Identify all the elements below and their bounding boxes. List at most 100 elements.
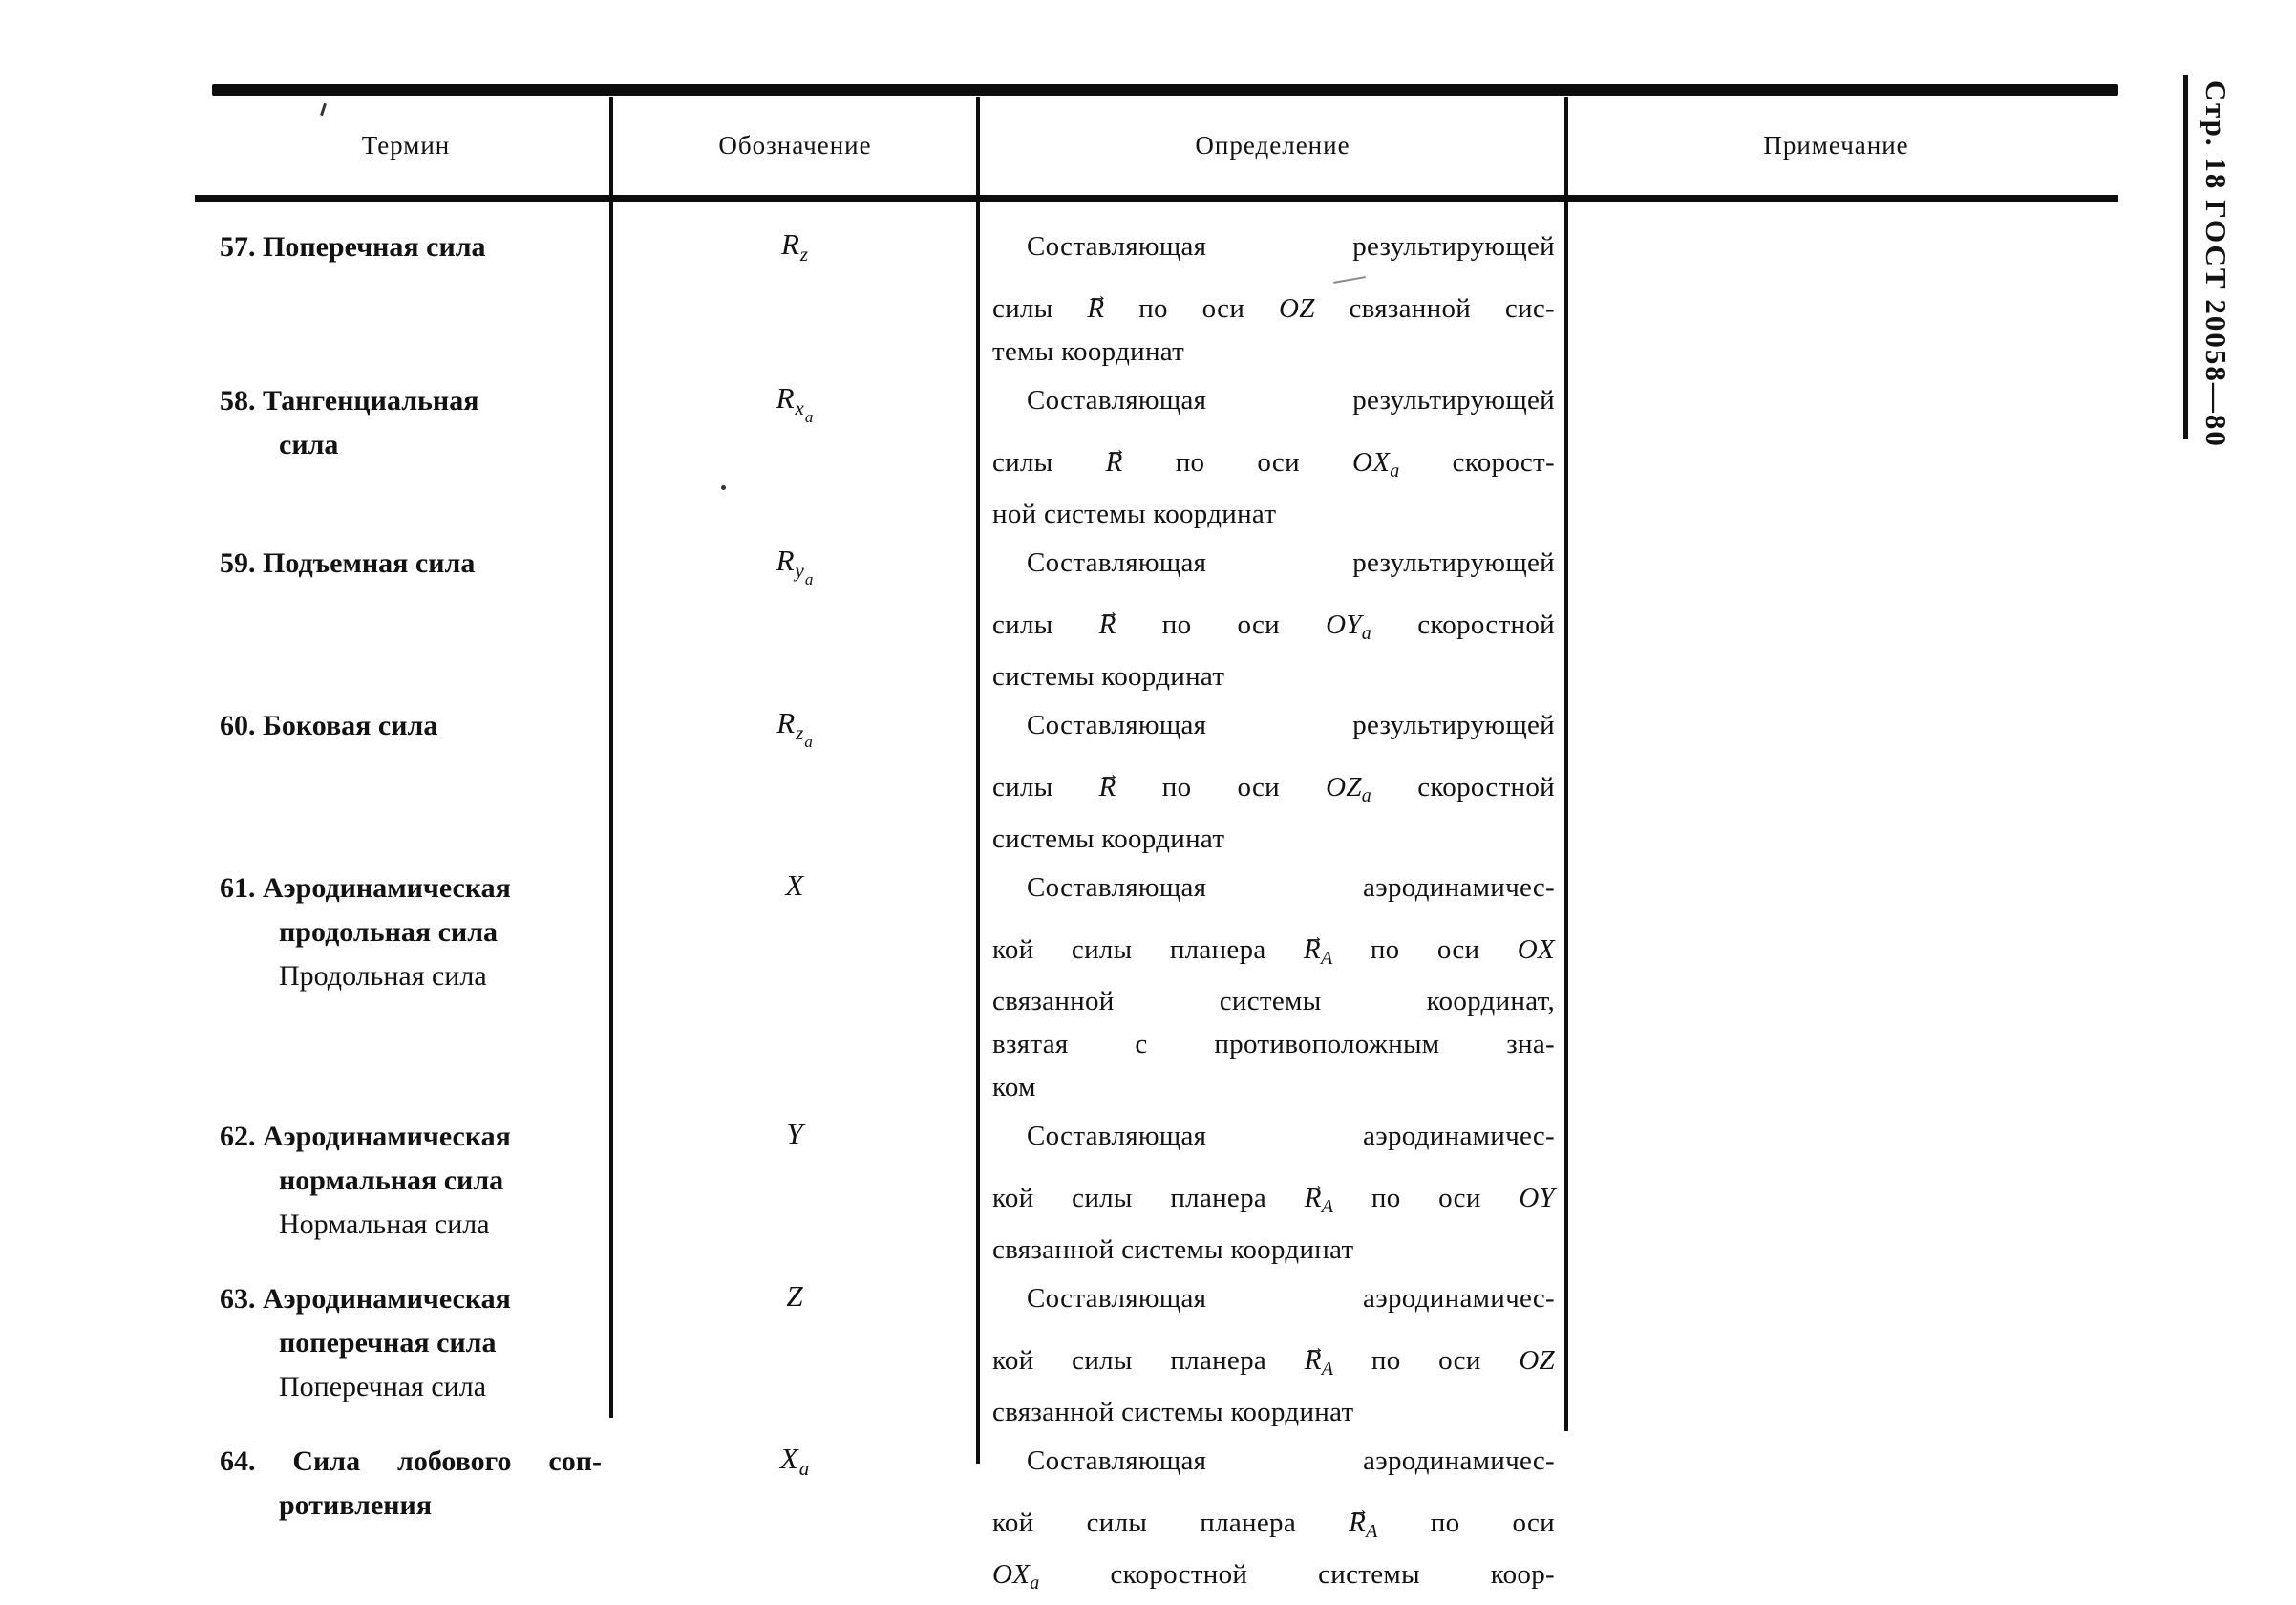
note-cell: [1566, 1272, 2106, 1434]
symbol: X: [785, 868, 805, 902]
term-cell: 59. Подъемная сила: [201, 536, 611, 698]
table-row: 63. Аэродинамическая поперечная сила Попер…: [201, 1272, 2106, 1434]
term-cell: 58. Тангенциальная сила: [201, 374, 611, 536]
term-cell: 57. Поперечная сила: [201, 220, 611, 374]
table-row: 61. Аэродинамическая продольная сила Продо…: [201, 861, 2106, 1109]
note-cell: [1566, 374, 2106, 536]
term-text: Нормальная сила: [279, 1209, 490, 1240]
symbol-cell: X: [611, 861, 979, 1109]
definition-cell: Составляющая аэродинамичес-кой силы план…: [979, 861, 1566, 1109]
definition-line: ком: [992, 1072, 1036, 1102]
definition-line: системы координат: [992, 661, 1225, 692]
definition-line: ной системы координат: [992, 499, 1277, 529]
definition-line: кой силы планера RA по оси OZ: [992, 1326, 1555, 1391]
scan-artifact: [721, 485, 726, 490]
symbol: Rza: [776, 706, 814, 751]
symbol-subsubscript: a: [804, 733, 814, 751]
math-symbol: OXa: [992, 1559, 1040, 1594]
page-margin-label: Стр. 18 ГОСТ 20058—80: [2200, 80, 2233, 448]
math-subscript: A: [1321, 1196, 1334, 1217]
term-cell: 61. Аэродинамическая продольная сила Продо…: [201, 861, 611, 1109]
term-text: продольная сила: [279, 916, 499, 948]
definition-cell: Составляющая результирующей силы R по оси…: [979, 374, 1566, 536]
symbol-cell: Rza: [611, 698, 979, 861]
note-cell: [1566, 536, 2106, 698]
definition-line: Составляющая результирующей: [1027, 710, 1555, 740]
definition-line: кой силы планера RA по оси OX: [992, 915, 1555, 980]
definition-cell: Составляющая аэродинамичес-кой силы план…: [979, 1272, 1566, 1434]
definition-cell: Составляющая результирующей силы R по оси…: [979, 698, 1566, 861]
definition-cell: Составляющая результирующей силы R по оси…: [979, 536, 1566, 698]
column-divider-definition-note: [1564, 97, 1568, 1431]
math-symbol: OZ: [1519, 1345, 1555, 1376]
math-symbol: OY: [1519, 1183, 1555, 1213]
term-text: 61. Аэродинамическая: [220, 872, 511, 904]
definition-line: связанной системы координат,: [992, 986, 1555, 1016]
term-text: сила: [279, 429, 339, 460]
table-row: 60. Боковая сила Rza Составляющая результи…: [201, 698, 2106, 861]
definition-line: Составляющая аэродинамичес-: [1027, 1121, 1555, 1151]
column-divider-term-designation: [609, 97, 613, 1418]
column-header-term: Термин: [361, 130, 451, 160]
math-symbol: OX: [1517, 934, 1555, 965]
scanned-document-page: Термин Обозначение Определение Примечани…: [0, 0, 2296, 1520]
definition-line: связанной системы координат: [992, 1397, 1354, 1427]
term-cell: 63. Аэродинамическая поперечная сила Попер…: [201, 1272, 611, 1434]
vector-symbol: R: [1099, 590, 1120, 647]
definition-line: Составляющая аэродинамичес-: [1027, 1445, 1555, 1476]
math-subscript: A: [1366, 1521, 1378, 1542]
table-row: 58. Тангенциальная сила Rxa Составляющая ре…: [201, 374, 2106, 536]
symbol: Rz: [780, 227, 810, 266]
term-text: поперечная сила: [279, 1327, 497, 1359]
note-cell: [1566, 698, 2106, 861]
term-cell: 60. Боковая сила: [201, 698, 611, 861]
symbol-subscript: y: [795, 559, 805, 582]
vector-symbol: RA: [1349, 1488, 1378, 1553]
page-margin-rule: [2183, 75, 2188, 439]
math-subscript: a: [1390, 460, 1400, 482]
symbol-cell: Y: [611, 1109, 979, 1272]
term-text: ротивления: [279, 1489, 433, 1521]
symbol: Rxa: [776, 381, 815, 426]
term-text: 63. Аэродинамическая: [220, 1283, 511, 1315]
definition-line: силы R по оси OXa скорост-: [992, 428, 1555, 493]
math-symbol: OZa: [1326, 772, 1372, 806]
math-subscript: A: [1320, 948, 1333, 969]
math-symbol: OXa: [1352, 447, 1400, 482]
vector-symbol: RA: [1304, 915, 1333, 980]
note-cell: [1566, 220, 2106, 374]
symbol-cell: Rxa: [611, 374, 979, 536]
symbol-subsubscript: a: [804, 408, 815, 426]
definition-line: кой силы планера RA по оси OY: [992, 1164, 1555, 1229]
symbol: Y: [786, 1117, 804, 1150]
vector-symbol: R: [1106, 428, 1127, 484]
definition-line: OXa скоростной системы коор-: [992, 1559, 1555, 1594]
term-text: 60. Боковая сила: [220, 710, 438, 741]
definition-line: темы координат: [992, 336, 1185, 367]
table-body: 57. Поперечная сила Rz Составляющая резуль…: [201, 220, 2106, 1605]
term-text: 62. Аэродинамическая: [220, 1121, 511, 1152]
math-symbol: OYa: [1326, 610, 1372, 644]
column-header-note: Примечание: [1763, 130, 1909, 160]
term-cell: 62. Аэродинамическая нормальная сила Норма…: [201, 1109, 611, 1272]
definition-line: Составляющая результирующей: [1027, 547, 1555, 578]
column-header-designation: Обозначение: [718, 130, 872, 160]
symbol-subscript: z: [796, 721, 805, 744]
note-cell: [1566, 861, 2106, 1109]
symbol: Rya: [776, 544, 815, 588]
symbol-subsubscript: a: [804, 570, 815, 588]
symbol-subscript: a: [798, 1457, 811, 1480]
math-subscript: a: [1361, 785, 1372, 806]
vector-symbol: RA: [1305, 1164, 1334, 1229]
vector-symbol: R: [1099, 753, 1120, 809]
table-header-separator: [195, 195, 2118, 202]
symbol-cell: Z: [611, 1272, 979, 1434]
table-top-border: [212, 84, 2118, 96]
symbol-cell: Rz: [611, 220, 979, 374]
math-subscript: A: [1321, 1359, 1334, 1380]
math-subscript: a: [1361, 623, 1372, 644]
table-row: 59. Подъемная сила Rya Составляющая резуль…: [201, 536, 2106, 698]
definition-line: Составляющая аэродинамичес-: [1027, 1283, 1555, 1314]
math-symbol: OZ: [1278, 293, 1315, 324]
symbol: Z: [786, 1279, 804, 1313]
